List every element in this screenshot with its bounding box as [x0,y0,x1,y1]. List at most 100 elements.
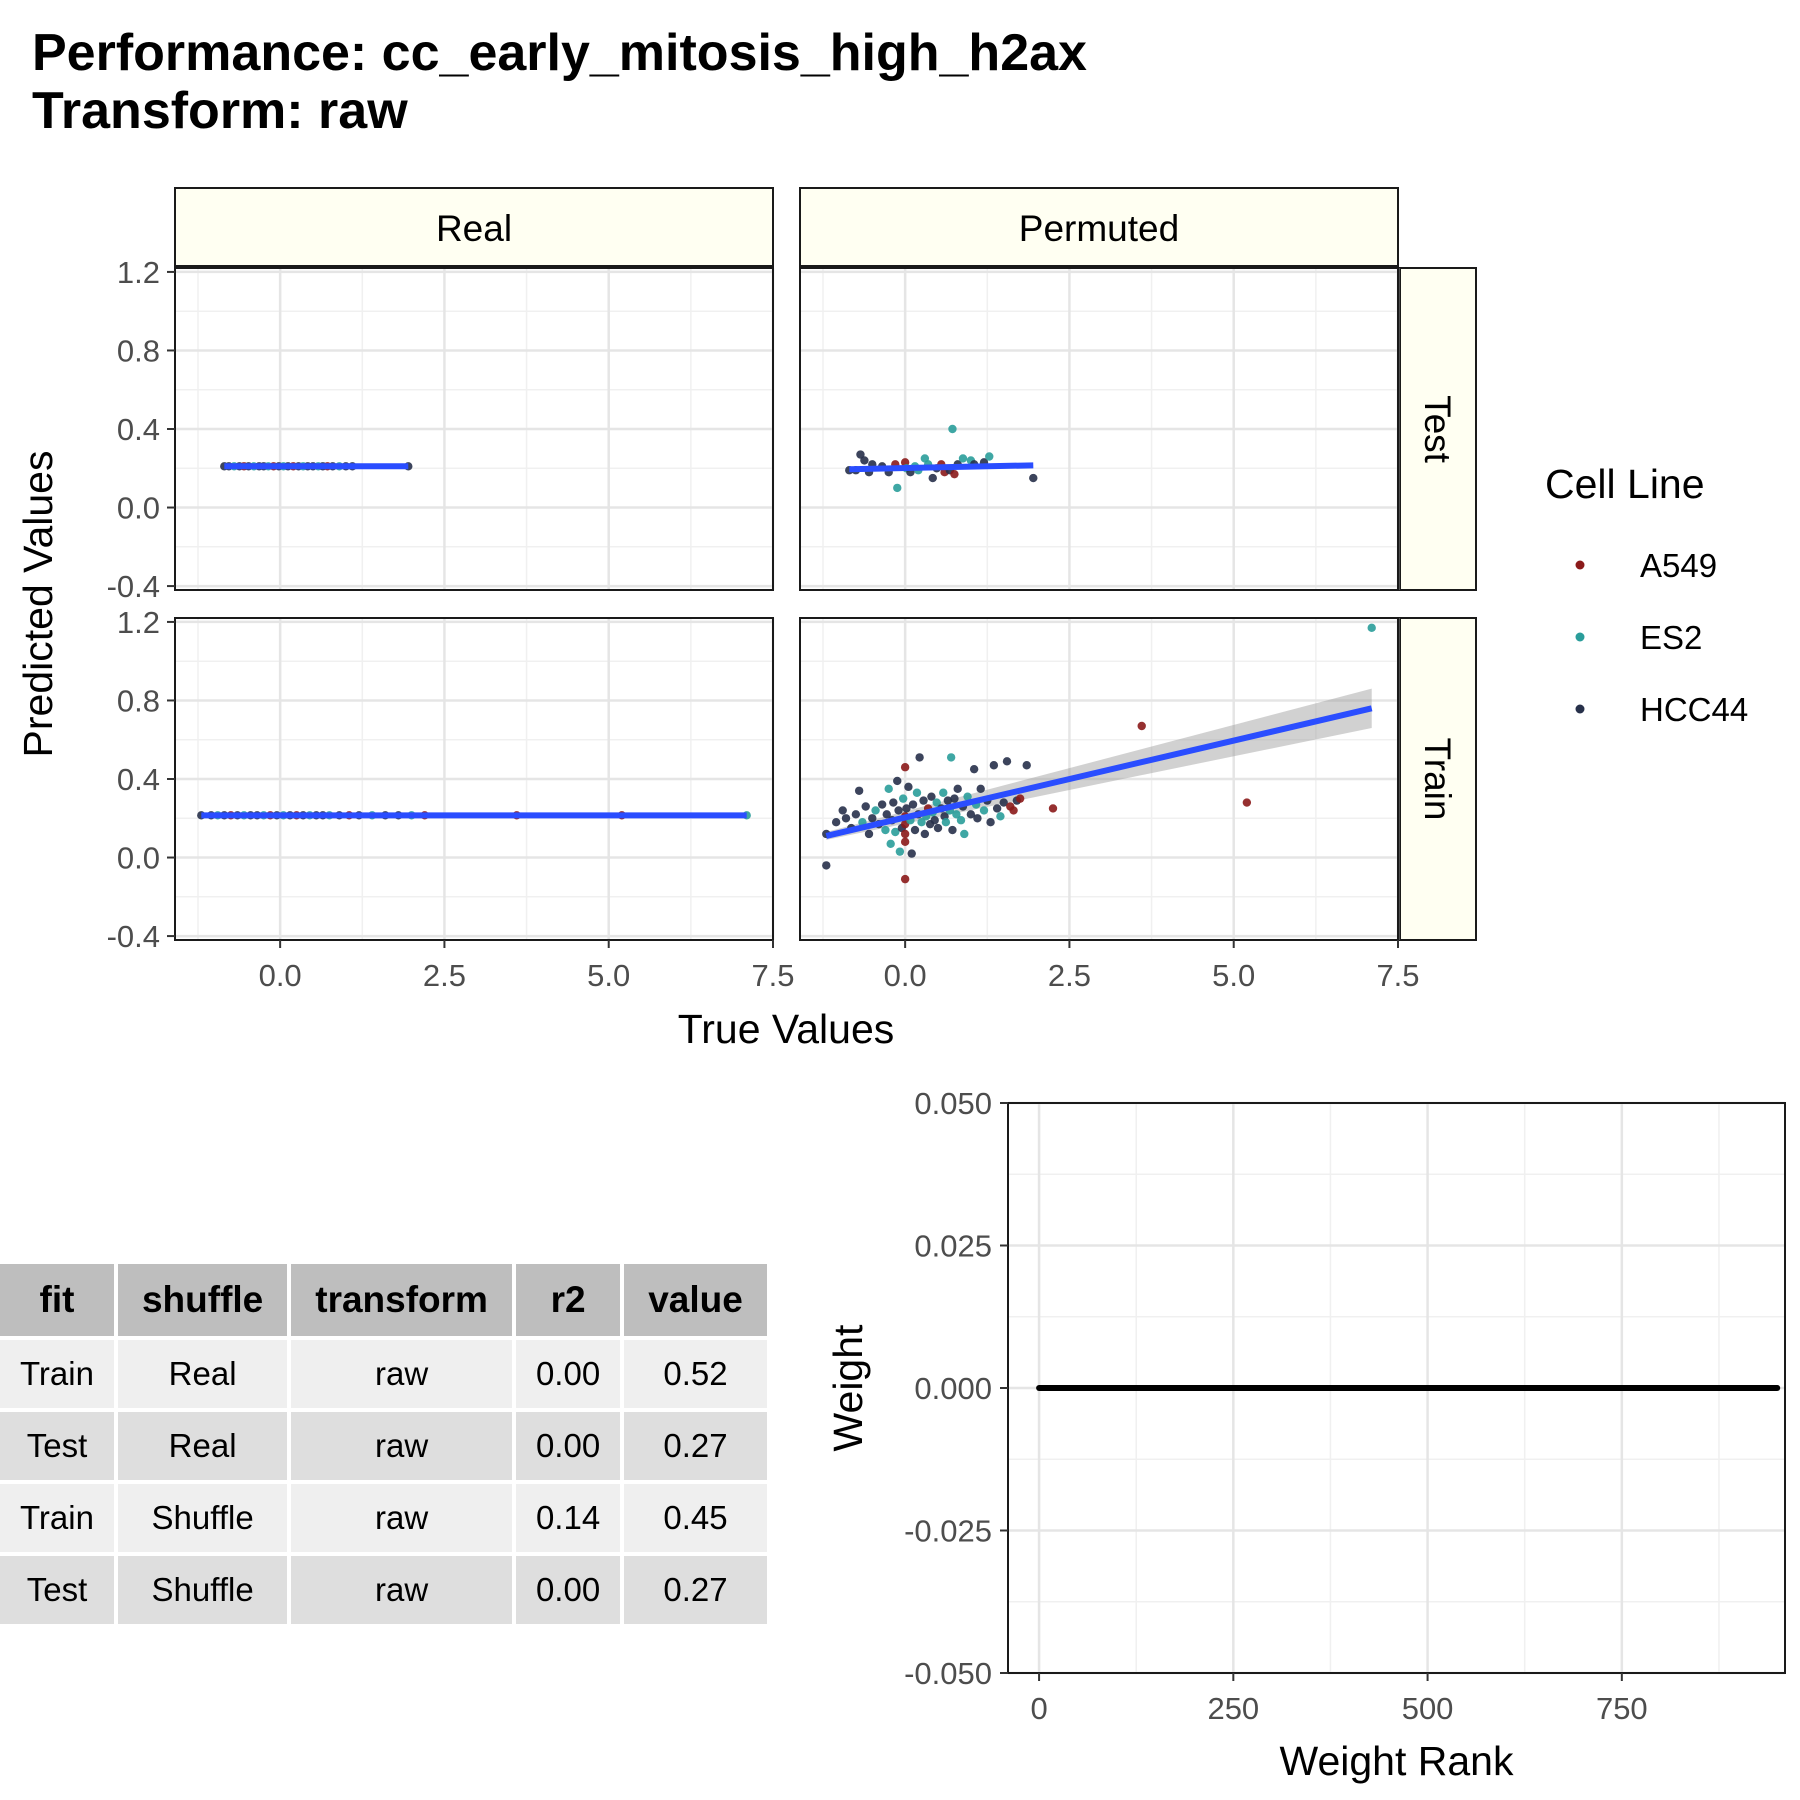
data-point [985,452,994,461]
data-point [948,424,957,434]
legend-key [1575,632,1585,642]
data-point [1242,798,1252,807]
table-cell: raw [291,1340,512,1408]
data-point [976,784,985,794]
data-point [904,782,913,792]
x-tick-label: 5.0 [587,958,630,993]
table-cell: Train [0,1484,114,1552]
table-cell: 0.00 [515,1556,621,1624]
table-row: Train Real raw 0.00 0.52 [0,1340,767,1408]
y-tick-label: 0.050 [914,1086,992,1121]
data-point [889,798,898,807]
data-point [939,788,948,797]
legend-title: Cell Line [1545,461,1705,507]
legend-label: ES2 [1640,619,1702,656]
data-point [1015,794,1025,803]
data-point [1137,721,1146,731]
data-point [877,800,887,809]
y-tick-label: 0.000 [914,1371,992,1406]
table-row: Test Shuffle raw 0.00 0.27 [0,1556,767,1624]
x-tick-label: 250 [1207,1691,1259,1726]
x-tick-label: 2.5 [1048,958,1091,993]
data-point [894,806,903,815]
data-point [882,810,891,819]
data-point [953,784,962,794]
table-header: transform [291,1264,512,1336]
x-tick-label: 2.5 [423,958,466,993]
x-tick-label: 5.0 [1212,958,1255,993]
data-point [963,792,972,801]
data-point [898,794,908,803]
data-point [930,816,939,825]
y-tick-label: 0.4 [117,762,160,797]
table-header: value [624,1264,767,1336]
data-point [1002,757,1012,766]
table-row: Train Shuffle raw 0.14 0.45 [0,1484,767,1552]
y-axis-label: Weight [825,1324,871,1451]
regression-line [849,462,1034,473]
data-point [1009,806,1018,815]
data-point [860,456,869,465]
data-point [958,454,968,463]
data-point [969,764,979,774]
data-point [893,776,902,786]
y-tick-label: -0.025 [904,1514,992,1549]
table-cell: 0.00 [515,1340,621,1408]
data-point [881,825,890,835]
y-tick-label: 0.0 [117,491,160,526]
data-point [1029,473,1038,483]
table-cell: 0.27 [624,1556,767,1624]
panel-border [799,617,1399,941]
data-point [960,829,969,839]
table-cell: 0.45 [624,1484,767,1552]
x-tick-label: 500 [1402,1691,1454,1726]
data-point [868,814,877,823]
y-tick-label: -0.4 [107,569,160,604]
table-cell: Real [117,1340,288,1408]
table-header-row: fit shuffle transform r2 value [0,1264,767,1336]
y-tick-label: 1.2 [117,255,160,290]
x-tick-label: 7.5 [751,958,794,993]
table-cell: Test [0,1556,114,1624]
data-point [933,823,943,833]
table-cell: Train [0,1340,114,1408]
data-point [932,798,941,807]
table-cell: raw [291,1412,512,1480]
data-point [893,483,902,493]
table-header: fit [0,1264,114,1336]
x-axis-label: True Values [678,1006,895,1052]
data-point [864,829,874,839]
legend-label: HCC44 [1640,691,1748,728]
regression-line [825,705,1373,839]
data-point [1022,761,1031,770]
y-tick-label: 0.8 [117,333,160,368]
metrics-table: fit shuffle transform r2 value Train Rea… [0,1260,771,1628]
data-point [895,847,905,856]
data-point [838,806,847,815]
data-point [871,806,880,815]
data-point [856,450,865,459]
y-tick-label: 0.4 [117,412,160,447]
data-point [989,761,999,770]
data-point [1367,623,1376,633]
table-cell: 0.14 [515,1484,621,1552]
facet-strip [799,187,1399,267]
data-point [910,825,920,835]
chart-title-line-2: Transform: raw [32,82,408,140]
data-point [822,861,831,870]
facet-strip [1399,267,1477,591]
data-point [854,786,864,795]
data-point [907,849,916,858]
facet-column-label: Real [436,208,512,249]
data-point [902,804,911,813]
data-point [900,837,910,847]
data-point [950,794,959,803]
data-point [996,812,1005,821]
data-point [973,814,982,823]
table-row: Test Real raw 0.00 0.27 [0,1412,767,1480]
y-tick-label: 0.8 [117,683,160,718]
legend-key [1575,560,1585,570]
data-point [886,839,895,848]
table-cell: 0.27 [624,1412,767,1480]
facet-strip [174,187,774,267]
